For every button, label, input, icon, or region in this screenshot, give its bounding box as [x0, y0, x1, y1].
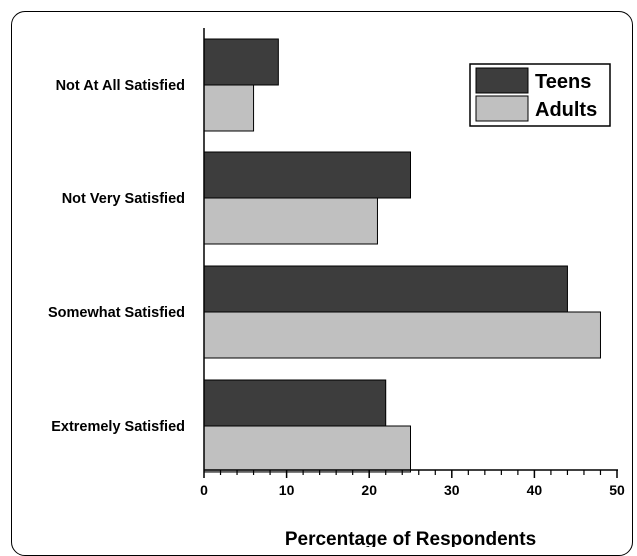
bar-teens-somewhat-satisfied — [203, 265, 568, 313]
legend-swatch-teens — [475, 67, 529, 94]
x-tick-label: 40 — [527, 482, 543, 498]
x-tick-label: 30 — [444, 482, 460, 498]
category-labels-group: Not At All Satisfied Not Very Satisfied So… — [48, 78, 185, 435]
bar-teens-extremely-satisfied — [203, 379, 387, 427]
axes-group — [203, 28, 618, 471]
legend-swatch-adults — [475, 95, 529, 122]
bars-group — [203, 38, 601, 473]
x-tick-label: 0 — [200, 482, 208, 498]
x-ticks-group: 0 10 20 30 40 50 — [200, 470, 625, 498]
bar-adults-somewhat-satisfied — [203, 311, 601, 359]
bar-adults-not-very-satisfied — [203, 197, 378, 245]
category-label: Not Very Satisfied — [62, 191, 185, 207]
x-tick-label: 50 — [609, 482, 625, 498]
category-label: Somewhat Satisfied — [48, 305, 185, 321]
legend: Teens Adults — [469, 63, 611, 127]
category-label: Extremely Satisfied — [51, 419, 185, 435]
bar-adults-not-at-all-satisfied — [203, 84, 255, 132]
bar-teens-not-very-satisfied — [203, 151, 411, 199]
bar-adults-extremely-satisfied — [203, 425, 411, 473]
x-axis-title: Percentage of Respondents — [285, 529, 536, 547]
x-tick-label: 20 — [361, 482, 377, 498]
category-label: Not At All Satisfied — [56, 78, 185, 94]
legend-label-adults: Adults — [535, 99, 597, 121]
x-tick-label: 10 — [279, 482, 295, 498]
legend-label-teens: Teens — [535, 71, 591, 93]
bar-teens-not-at-all-satisfied — [203, 38, 279, 86]
